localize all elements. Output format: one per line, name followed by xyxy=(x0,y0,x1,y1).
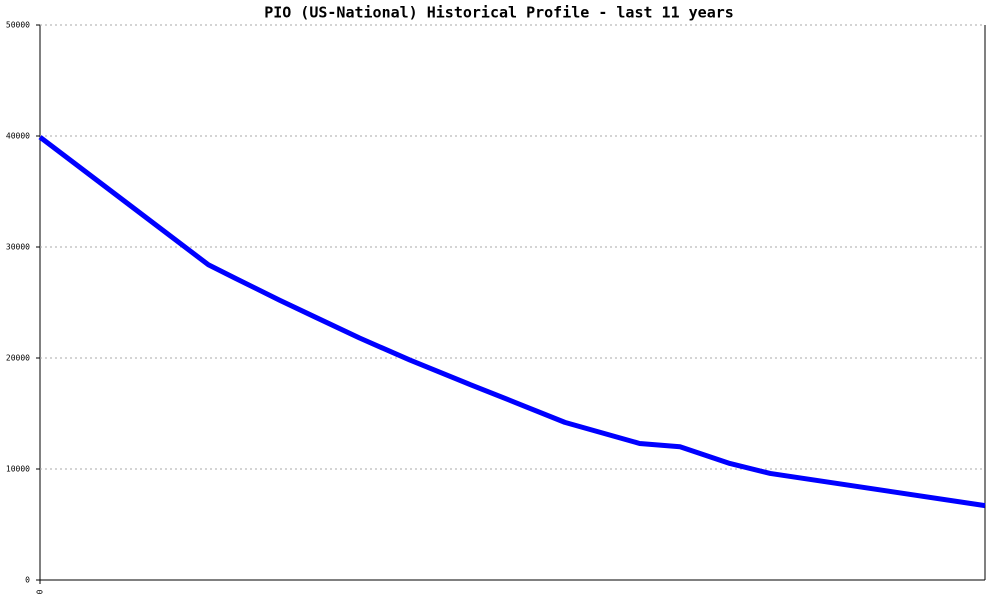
y-tick-label: 10000 xyxy=(6,465,30,474)
y-tick-label: 50000 xyxy=(6,21,30,30)
y-tick-label: 30000 xyxy=(6,243,30,252)
y-tick-label: 40000 xyxy=(6,132,30,141)
data-line xyxy=(38,135,986,509)
chart-title: PIO (US-National) Historical Profile - l… xyxy=(264,4,734,22)
x-tick-label: 0 xyxy=(36,589,45,594)
y-tick-label: 0 xyxy=(25,576,30,585)
y-tick-label: 20000 xyxy=(6,354,30,363)
